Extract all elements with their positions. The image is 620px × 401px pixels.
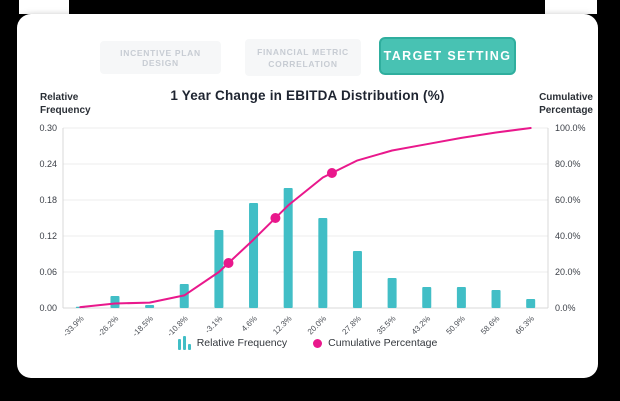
x-axis-category-label: -10.8% — [165, 314, 189, 338]
right-axis-tick-label: 60.0% — [555, 195, 581, 205]
button-label: TARGET SETTING — [383, 49, 512, 63]
dashboard-card: INCENTIVE PLAN DESIGN FINANCIAL METRIC C… — [17, 14, 598, 378]
dot-icon — [313, 338, 323, 348]
percentile-dot — [270, 213, 281, 223]
bars-icon — [177, 336, 191, 350]
cutoff-card-top-left — [19, 0, 69, 14]
frequency-bar — [387, 278, 397, 308]
frequency-bar — [110, 296, 120, 308]
legend-item-cumulative-percentage[interactable]: Cumulative Percentage — [313, 337, 437, 349]
tab-target-setting-button[interactable]: TARGET SETTING — [379, 37, 516, 75]
left-axis-title: Relative Frequency — [40, 92, 91, 116]
x-axis-category-label: 50.9% — [444, 314, 466, 336]
percentile-dot — [326, 168, 337, 178]
left-axis-tick-label: 0.06 — [39, 267, 57, 277]
x-axis-category-label: 35.5% — [375, 314, 397, 336]
chart-title: 1 Year Change in EBITDA Distribution (%) — [170, 88, 445, 103]
frequency-bar — [491, 290, 501, 308]
x-axis-category-label: -3.1% — [203, 314, 224, 335]
right-axis-title: Cumulative Percentage — [539, 92, 593, 116]
left-axis-tick-label: 0.18 — [39, 195, 57, 205]
legend-label: Relative Frequency — [196, 337, 288, 349]
tab-incentive-plan-design[interactable]: INCENTIVE PLAN DESIGN — [100, 41, 221, 74]
frequency-bar — [214, 230, 224, 308]
chart-legend: Relative Frequency Cumulative Percentage — [17, 336, 598, 350]
left-axis-tick-label: 0.12 — [39, 231, 57, 241]
frequency-bar — [526, 299, 536, 308]
frequency-bar — [318, 218, 328, 308]
x-axis-category-label: -33.9% — [61, 314, 85, 338]
frequency-bar — [145, 305, 155, 308]
legend-label: Cumulative Percentage — [328, 337, 438, 349]
right-axis-tick-label: 100.0% — [555, 123, 586, 133]
frequency-bar — [422, 287, 432, 308]
x-axis-category-label: -18.5% — [131, 314, 155, 338]
x-axis-category-label: 20.0% — [306, 314, 328, 336]
legend-item-relative-frequency[interactable]: Relative Frequency — [177, 336, 288, 350]
left-axis-tick-label: 0.30 — [39, 123, 57, 133]
tab-label: INCENTIVE PLAN DESIGN — [120, 47, 201, 68]
x-axis-category-label: 66.3% — [514, 314, 536, 336]
chart-canvas: 0.00 0.0% 0.06 20.0% 0.12 40.0% 0.18 60.0% 0.24 8… — [39, 123, 586, 338]
x-axis-category-label: 12.3% — [271, 314, 293, 336]
right-axis-tick-label: 0.0% — [555, 303, 576, 313]
tab-financial-metric-correlation[interactable]: FINANCIAL METRIC CORRELATION — [245, 39, 361, 76]
x-axis-category-label: 27.8% — [340, 314, 362, 336]
x-axis-category-label: 4.6% — [240, 314, 259, 333]
x-axis-category-label: -26.2% — [96, 314, 120, 338]
x-axis-category-label: 58.6% — [479, 314, 501, 336]
frequency-bar — [456, 287, 466, 308]
percentile-dot — [223, 258, 234, 268]
frequency-bar — [352, 251, 362, 308]
cumulative-line — [79, 127, 532, 309]
tab-label: FINANCIAL METRIC CORRELATION — [257, 46, 349, 69]
left-axis-tick-label: 0.24 — [39, 159, 57, 169]
frequency-bar — [249, 203, 259, 308]
left-axis-tick-label: 0.00 — [39, 303, 57, 313]
right-axis-tick-label: 20.0% — [555, 267, 581, 277]
x-axis-category-label: 43.2% — [410, 314, 432, 336]
right-axis-tick-label: 80.0% — [555, 159, 581, 169]
cutoff-card-top-right — [545, 0, 597, 14]
right-axis-tick-label: 40.0% — [555, 231, 581, 241]
frequency-bar — [283, 188, 293, 308]
